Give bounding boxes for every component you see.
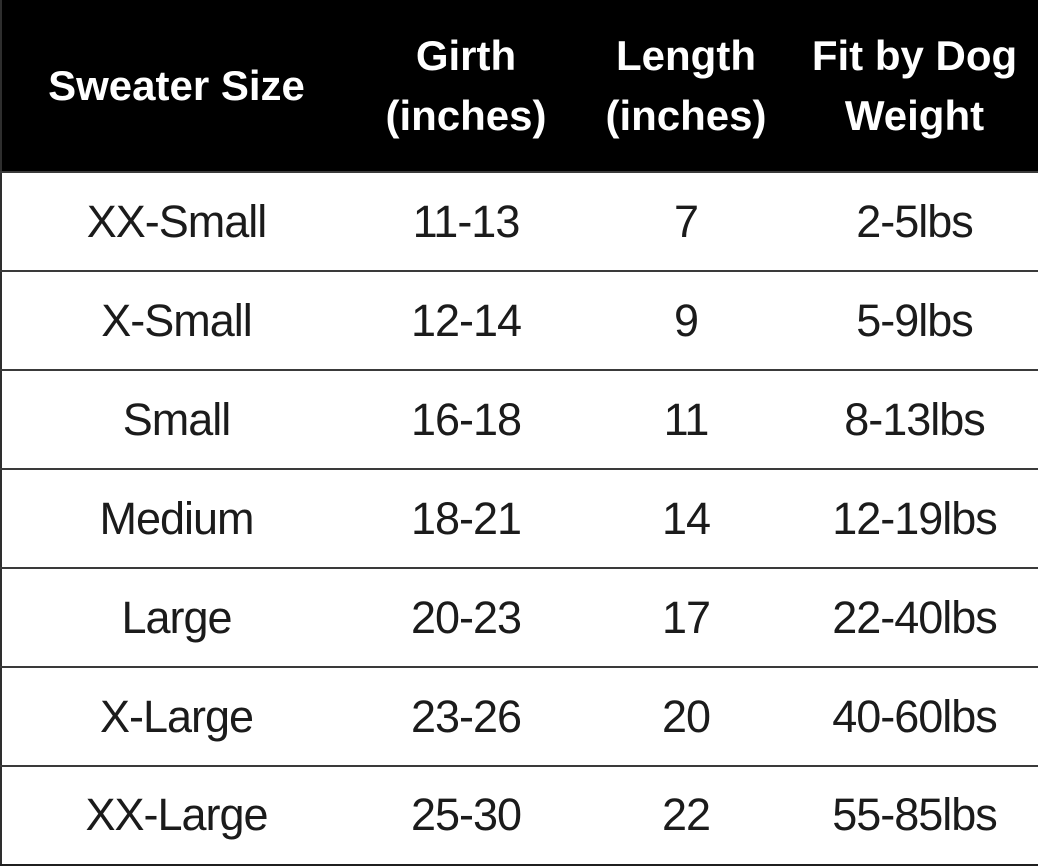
cell-length: 9 [581,270,791,370]
table-row: X-Small 12-14 9 5-9lbs [1,270,1038,370]
cell-length: 17 [581,567,791,667]
column-header-length: Length (inches) [581,0,791,172]
cell-sweater-size: X-Large [1,666,351,766]
cell-sweater-size: XX-Small [1,171,351,271]
header-line: Length [616,31,756,79]
table-row: XX-Large 25-30 22 55-85lbs [1,765,1038,865]
cell-fit-weight: 8-13lbs [791,369,1038,469]
cell-girth: 23-26 [351,666,581,766]
header-row: Sweater Size Girth (inches) Length (inch… [1,0,1038,172]
cell-girth: 18-21 [351,468,581,568]
header-line: Sweater Size [48,61,305,109]
header-line: (inches) [385,91,547,139]
cell-length: 22 [581,765,791,865]
cell-length: 7 [581,171,791,271]
table-row: Medium 18-21 14 12-19lbs [1,468,1038,568]
table-row: X-Large 23-26 20 40-60lbs [1,666,1038,766]
column-header-fit-by-dog-weight: Fit by Dog Weight [791,0,1038,172]
cell-sweater-size: Medium [1,468,351,568]
cell-fit-weight: 55-85lbs [791,765,1038,865]
cell-sweater-size: XX-Large [1,765,351,865]
cell-length: 11 [581,369,791,469]
cell-girth: 25-30 [351,765,581,865]
column-header-girth: Girth (inches) [351,0,581,172]
header-line: Fit by Dog [811,31,1018,79]
cell-girth: 12-14 [351,270,581,370]
cell-girth: 16-18 [351,369,581,469]
cell-length: 20 [581,666,791,766]
cell-sweater-size: X-Small [1,270,351,370]
cell-length: 14 [581,468,791,568]
cell-girth: 11-13 [351,171,581,271]
table-row: Large 20-23 17 22-40lbs [1,567,1038,667]
header-line: Girth [415,31,517,79]
cell-girth: 20-23 [351,567,581,667]
cell-sweater-size: Large [1,567,351,667]
cell-fit-weight: 12-19lbs [791,468,1038,568]
cell-fit-weight: 40-60lbs [791,666,1038,766]
table-row: Small 16-18 11 8-13lbs [1,369,1038,469]
column-header-sweater-size: Sweater Size [1,0,351,172]
cell-fit-weight: 5-9lbs [791,270,1038,370]
table-body: XX-Small 11-13 7 2-5lbs X-Small 12-14 9 … [1,171,1038,865]
cell-fit-weight: 2-5lbs [791,171,1038,271]
cell-sweater-size: Small [1,369,351,469]
header-line: Weight [844,91,985,139]
table-row: XX-Small 11-13 7 2-5lbs [1,171,1038,271]
header-line: (inches) [605,91,767,139]
table-header: Sweater Size Girth (inches) Length (inch… [1,0,1038,172]
cell-fit-weight: 22-40lbs [791,567,1038,667]
